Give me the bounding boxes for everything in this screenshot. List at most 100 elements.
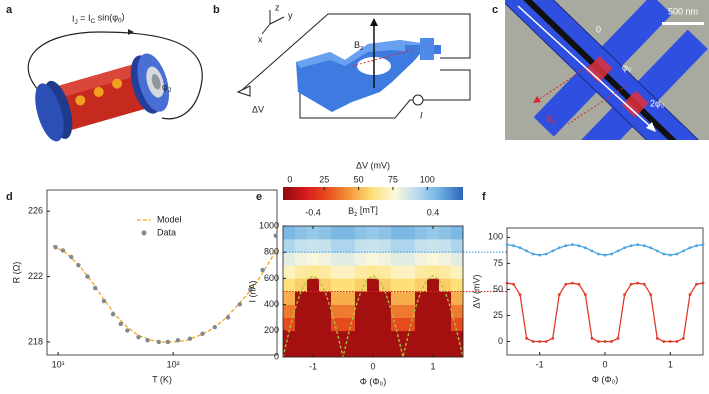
y-tick-label: 0 (498, 336, 503, 346)
heatmap-cell (427, 252, 440, 266)
y-tick-label: 100 (488, 232, 503, 242)
heatmap-cell (379, 252, 392, 266)
data-point (636, 243, 640, 247)
heatmap-cell (403, 343, 416, 358)
data-point (610, 340, 613, 343)
data-point (531, 252, 535, 256)
data-point (110, 311, 116, 317)
heatmap-cell (283, 343, 296, 358)
x-axis-label: Φ (Φ₀) (360, 376, 387, 386)
data-point (675, 252, 679, 256)
y-tick-label: 226 (28, 206, 43, 216)
heatmap-cell (319, 330, 332, 345)
heatmap-cell (403, 239, 416, 253)
heatmap-cell (295, 239, 308, 253)
fit-curve (282, 275, 464, 358)
text-part: B (546, 114, 552, 124)
y-axis-label: ΔV (mV) (471, 274, 481, 308)
data-point (136, 334, 141, 340)
data-point (557, 293, 561, 297)
data-point (584, 293, 587, 297)
x-tick-label: 10² (167, 359, 180, 369)
colorbar-tick-label: 75 (388, 174, 398, 184)
data-point (145, 338, 150, 343)
heatmap-cell (319, 226, 332, 240)
heatmap-cell (451, 252, 464, 266)
heatmap-cell (367, 317, 380, 332)
colorbar-tick-label: 100 (420, 174, 435, 184)
y-tick-label: 75 (493, 258, 503, 268)
colorbar-tick-label: 25 (319, 174, 329, 184)
data-point (212, 325, 217, 330)
panel-label: f (482, 191, 486, 203)
x-axis-label: Φ (Φ₀) (592, 374, 619, 384)
heatmap-cell (319, 239, 332, 253)
heatmap-cell (343, 343, 356, 358)
data-point (505, 281, 509, 285)
heatmap-cell (451, 343, 464, 358)
heatmap-cell (307, 291, 320, 305)
y-tick-label: 200 (264, 325, 279, 335)
data-point (616, 336, 620, 340)
heatmap-cell (391, 317, 404, 332)
data-point (597, 340, 600, 343)
data-point (623, 293, 626, 297)
heatmap-cell (283, 317, 296, 332)
heatmap-cell (439, 278, 452, 292)
data-point (260, 267, 265, 273)
data-point (564, 282, 568, 286)
data-point (649, 246, 653, 250)
panel-label: e (256, 191, 262, 203)
data-point (187, 336, 193, 341)
heatmap-cell (367, 226, 380, 240)
heatmap-cell (403, 291, 416, 305)
data-point (200, 331, 205, 336)
phase-label: φJ (162, 82, 171, 93)
heatmap-cell (343, 265, 356, 279)
heatmap-cell (415, 252, 428, 266)
data-point (544, 340, 548, 343)
heatmap-cell (367, 252, 380, 266)
heatmap-cell (403, 226, 416, 240)
series-line (506, 243, 704, 256)
data-point (597, 252, 600, 256)
current-label: I (420, 110, 423, 120)
heatmap-cell (331, 317, 344, 332)
heatmap-cell (439, 330, 452, 345)
heatmap-cell (367, 330, 380, 345)
data-point (668, 253, 672, 257)
data-point (237, 302, 243, 307)
data-point (76, 262, 81, 268)
heatmap-cell (403, 330, 416, 345)
heatmap-cell (403, 304, 416, 318)
heatmap-cell (283, 278, 296, 292)
data-point (92, 285, 98, 291)
data-point (538, 340, 542, 343)
heatmap-cell (439, 226, 452, 240)
heatmap-cell (343, 239, 356, 253)
heatmap-cell (367, 265, 380, 279)
text-part: B (348, 206, 354, 216)
data-point (273, 233, 278, 238)
top-axis-tick-label: -0.4 (305, 207, 321, 217)
colorbar (283, 187, 463, 200)
heatmap-cell (307, 252, 320, 266)
heatmap-cell (451, 278, 464, 292)
heatmap-cell (439, 343, 452, 358)
heatmap-cell (379, 265, 392, 279)
heatmap-cell (343, 330, 356, 345)
data-point (662, 252, 666, 256)
heatmap-cell (403, 252, 416, 266)
subscript: z (354, 211, 357, 218)
heatmap-cell (391, 330, 404, 345)
x-tick-label: -1 (309, 361, 317, 371)
heatmap-cell (331, 252, 344, 266)
data-point (518, 246, 522, 250)
data-point (570, 281, 574, 285)
data-point (682, 249, 685, 253)
heatmap-cell (391, 304, 404, 318)
y-tick-label: 218 (28, 336, 43, 346)
data-point (688, 293, 692, 297)
heatmap-cell (391, 265, 404, 279)
heatmap-cell (295, 343, 308, 358)
